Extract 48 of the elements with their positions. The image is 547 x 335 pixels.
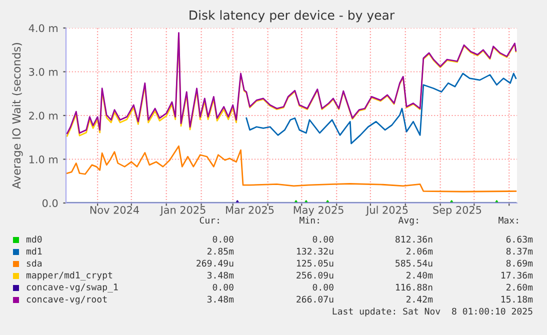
text: 2.40m bbox=[406, 272, 433, 279]
x-tick-label: Sep 2025 bbox=[433, 206, 482, 216]
y-tick-label: 4.0 m bbox=[28, 24, 58, 32]
text: 125.05u bbox=[297, 260, 334, 267]
text: Avg: bbox=[398, 216, 418, 226]
text: 6.63m bbox=[506, 236, 533, 243]
text: 116.88n bbox=[396, 284, 432, 291]
text: 2.60m bbox=[506, 284, 533, 291]
text: 8.37m bbox=[506, 248, 533, 255]
y-tick-label: 0.0 bbox=[42, 199, 58, 208]
x-tick-label: Nov 2024 bbox=[90, 206, 139, 214]
text: Max: bbox=[498, 216, 518, 224]
x-tick-label: Jan 2025 bbox=[160, 206, 206, 216]
text: 3.48m bbox=[207, 296, 234, 303]
y-tick-label: 3.0 m bbox=[29, 68, 58, 76]
text: 3.48m bbox=[207, 272, 234, 279]
text: 812.36n bbox=[396, 236, 432, 243]
text: 0.00 bbox=[212, 284, 234, 291]
x-tick-label: Mar 2025 bbox=[226, 206, 274, 214]
text: 2.06m bbox=[406, 248, 433, 255]
y-tick-label: 2.0 m bbox=[29, 112, 58, 120]
text: 2.42m bbox=[406, 296, 433, 303]
text: 15.18m bbox=[501, 296, 533, 303]
text: Last update: Sat Nov 8 01:00:10 2025 bbox=[332, 308, 532, 316]
y-tick-label: 1.0 m bbox=[29, 155, 58, 164]
y-axis-title: Average IO Wait (seconds) bbox=[12, 43, 23, 189]
legend-label: sda bbox=[26, 260, 42, 267]
text: Cur: bbox=[200, 216, 219, 224]
text: 585.54u bbox=[396, 260, 432, 267]
chart-title: Disk latency per device - by year bbox=[190, 10, 395, 22]
text: Min: bbox=[300, 216, 319, 224]
text: 17.36m bbox=[501, 272, 533, 279]
text: 0.00 bbox=[312, 284, 334, 291]
text: 132.32u bbox=[297, 248, 334, 255]
legend-label: concave-vg/root bbox=[26, 296, 107, 304]
text: 266.07u bbox=[296, 296, 334, 303]
legend-label: md1 bbox=[26, 248, 42, 255]
text: 269.49u bbox=[196, 260, 234, 267]
text: 8.69m bbox=[506, 260, 533, 267]
legend-label: md0 bbox=[26, 236, 42, 243]
legend-label: mapper/md1_crypt bbox=[26, 272, 112, 280]
text: 0.00 bbox=[312, 236, 334, 243]
x-tick-label: Jul 2025 bbox=[366, 206, 408, 216]
text: 2.85m bbox=[207, 248, 234, 255]
text: 0.00 bbox=[212, 236, 234, 243]
legend-label: concave-vg/swap_1 bbox=[26, 284, 118, 292]
text: 256.09u bbox=[296, 272, 334, 279]
x-tick-label: May 2025 bbox=[294, 206, 344, 216]
